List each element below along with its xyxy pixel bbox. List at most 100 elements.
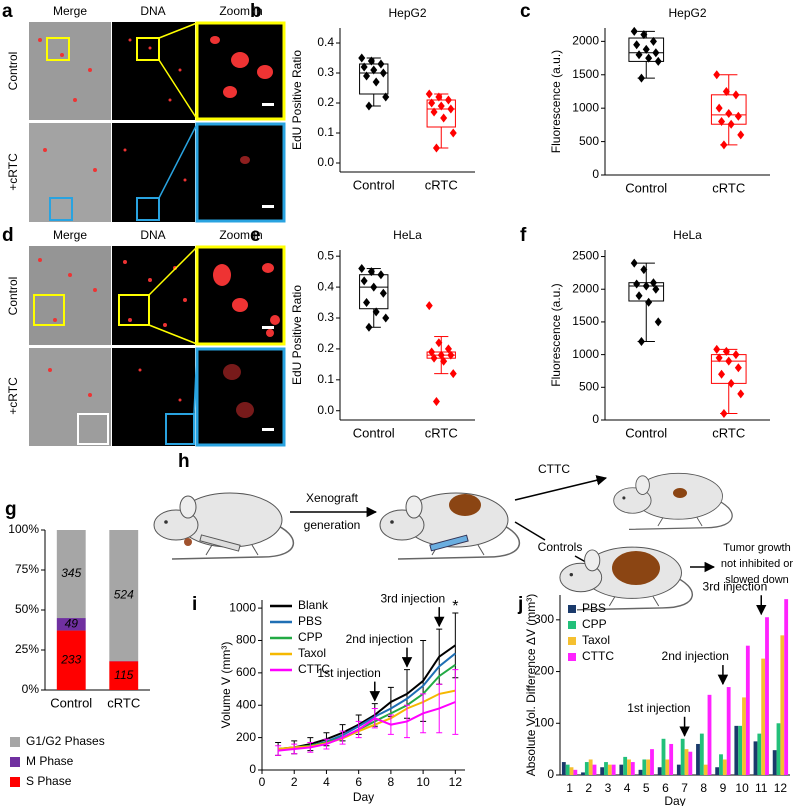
bar [738, 725, 743, 775]
bar [584, 762, 589, 775]
data-point [720, 408, 728, 418]
data-point [430, 107, 438, 117]
y-tick-label: 200 [534, 664, 554, 678]
x-tick-label: 7 [681, 781, 688, 795]
data-point [363, 298, 371, 308]
x-tick-label: 0 [259, 775, 266, 789]
data-point [640, 265, 648, 275]
data-point [425, 89, 433, 99]
data-point [649, 278, 657, 288]
data-label: 115 [114, 668, 133, 682]
panel-label: j [517, 594, 523, 615]
x-tick-label: 4 [624, 781, 631, 795]
scale-bar [262, 428, 274, 431]
column-header: DNA [140, 4, 165, 18]
bar [565, 764, 570, 775]
micro-image [196, 348, 285, 446]
data-point [358, 53, 366, 63]
data-point [444, 344, 452, 354]
y-tick-label: 0.2 [317, 341, 334, 355]
data-point [428, 347, 436, 357]
bar [573, 769, 578, 775]
bar [715, 767, 720, 775]
bar [588, 759, 593, 775]
x-tick-label: Control [50, 695, 92, 710]
bar [696, 743, 700, 775]
chart-title: HepG2 [668, 6, 706, 20]
y-tick-label: 100 [534, 715, 554, 729]
annotation: 3rd injection [381, 591, 446, 605]
annotation: 2nd injection [662, 649, 729, 663]
micro-image [112, 22, 195, 120]
x-tick-label: 2 [291, 775, 298, 789]
data-point [637, 73, 645, 83]
bar [680, 738, 685, 775]
bar [569, 767, 574, 775]
y-tick-label: 400 [236, 697, 256, 711]
data-point [428, 98, 436, 108]
y-tick-label: 0.0 [317, 155, 334, 169]
bar [642, 759, 647, 775]
y-tick-label: 2000 [572, 34, 599, 48]
bar-segment [109, 661, 139, 690]
annotation: 1st injection [317, 666, 380, 680]
bar [684, 749, 689, 775]
zoom-box [136, 37, 160, 61]
y-tick-label: 1500 [572, 314, 599, 328]
data-point [425, 301, 433, 311]
bar [623, 756, 628, 775]
data-point [649, 36, 657, 46]
data-point [734, 111, 742, 121]
data-point [640, 30, 648, 40]
data-point [642, 44, 650, 54]
x-tick-label: 4 [323, 775, 330, 789]
data-point [715, 103, 723, 113]
data-point [444, 95, 452, 105]
data-point [720, 140, 728, 150]
y-tick-label: 0.2 [317, 95, 334, 109]
diagram-text: Xenograft [306, 491, 359, 505]
data-point [440, 113, 448, 123]
mouse [153, 492, 295, 560]
data-point [365, 101, 373, 111]
micro-image [29, 348, 111, 446]
data-point [642, 281, 650, 291]
data-point [718, 117, 726, 127]
data-point [654, 317, 662, 327]
column-header: Merge [53, 4, 87, 18]
data-point [734, 363, 742, 373]
y-tick-label: 0.1 [317, 125, 334, 139]
annotation: 1st injection [627, 701, 690, 715]
bar [734, 725, 739, 775]
y-tick-label: 0.3 [317, 310, 334, 324]
column-header: Zoom in [219, 4, 262, 18]
y-tick-label: 1500 [572, 67, 599, 81]
box [426, 99, 456, 128]
zoom-box [136, 197, 160, 221]
cells [38, 36, 273, 182]
zoom-line [158, 59, 198, 120]
y-tick-label: 75% [15, 562, 39, 576]
bar [753, 741, 758, 775]
x-tick-label: 10 [735, 781, 749, 795]
tumor [612, 551, 660, 585]
data-point [645, 297, 653, 307]
panel-label: g [5, 499, 17, 520]
syringe [199, 534, 241, 552]
data-point [633, 279, 641, 289]
legend-swatch [568, 653, 576, 661]
zoom-line [158, 123, 198, 199]
data-point [652, 284, 660, 294]
bar [627, 759, 631, 775]
chart-title: HeLa [393, 228, 422, 242]
data-point [377, 59, 385, 69]
x-tick-label: cRTC [107, 695, 140, 710]
zoom-box [33, 294, 65, 326]
micro-image [29, 22, 111, 120]
zoom-frame [195, 21, 286, 121]
micro-image [29, 123, 111, 222]
x-tick-label: 2 [585, 781, 592, 795]
bar [726, 687, 731, 775]
y-tick-label: 2500 [572, 249, 599, 263]
data-point [382, 313, 390, 323]
